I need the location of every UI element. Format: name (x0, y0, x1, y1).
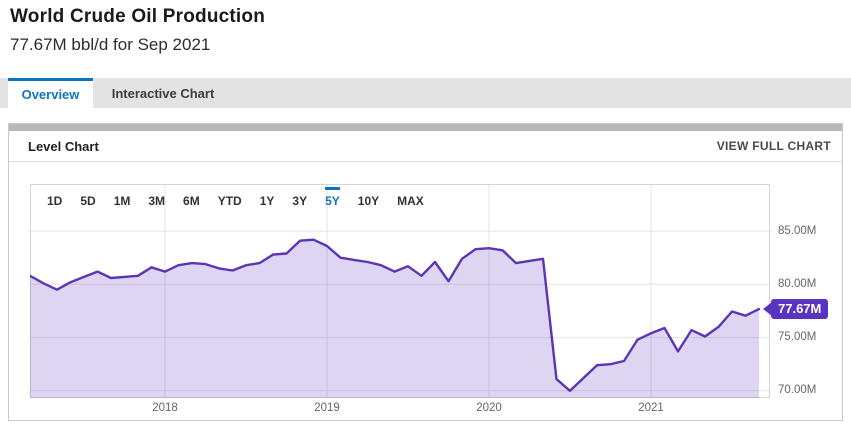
range-6m[interactable]: 6M (183, 194, 200, 208)
current-value-subtitle: 77.67M bbl/d for Sep 2021 (10, 35, 211, 54)
range-3m[interactable]: 3M (148, 194, 166, 208)
range-1y[interactable]: 1Y (259, 194, 275, 208)
panel-header: Level Chart VIEW FULL CHART (9, 131, 842, 162)
view-full-chart-link[interactable]: VIEW FULL CHART (716, 139, 831, 153)
tab-interactive-chart[interactable]: Interactive Chart (93, 78, 233, 108)
range-10y[interactable]: 10Y (357, 194, 380, 208)
chart-region: 1D 5D 1M 3M 6M YTD 1Y 3Y 5Y 10Y MAX 85.0… (9, 162, 842, 420)
range-selector: 1D 5D 1M 3M 6M YTD 1Y 3Y 5Y 10Y MAX (38, 187, 433, 210)
y-axis-tick-75: 75.00M (778, 331, 817, 343)
x-axis-tick-2018: 2018 (152, 402, 178, 414)
x-axis-tick-2019: 2019 (314, 402, 340, 414)
range-5d[interactable]: 5D (80, 194, 96, 208)
range-1m[interactable]: 1M (113, 194, 131, 208)
tab-bar: Overview Interactive Chart (0, 78, 851, 108)
range-3y[interactable]: 3Y (292, 194, 308, 208)
level-chart-panel: Level Chart VIEW FULL CHART 1D 5D 1M 3M … (8, 123, 843, 421)
range-1d[interactable]: 1D (47, 194, 63, 208)
y-axis-tick-80: 80.00M (778, 278, 817, 290)
production-area-chart[interactable] (30, 184, 770, 398)
page-title: World Crude Oil Production (10, 6, 266, 27)
panel-top-strip (9, 124, 842, 131)
y-axis-tick-85: 85.00M (778, 225, 817, 237)
panel-title: Level Chart (28, 138, 99, 154)
x-axis-tick-2020: 2020 (476, 402, 502, 414)
x-axis-tick-2021: 2021 (638, 402, 664, 414)
range-5y[interactable]: 5Y (325, 187, 340, 210)
tab-overview[interactable]: Overview (8, 78, 93, 108)
y-axis-tick-70: 70.00M (778, 384, 817, 396)
range-ytd[interactable]: YTD (217, 194, 242, 208)
tab-interactive-chart-label: Interactive Chart (111, 85, 215, 101)
last-value-badge: 77.67M (771, 299, 829, 319)
tab-overview-label: Overview (21, 87, 80, 102)
range-max[interactable]: MAX (397, 194, 424, 208)
